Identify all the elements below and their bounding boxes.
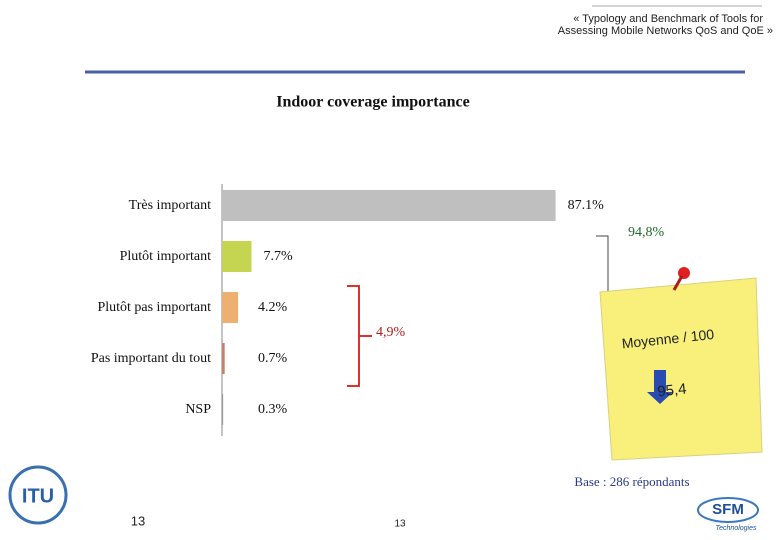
category-label: Plutôt important bbox=[120, 249, 212, 264]
bracket bbox=[347, 285, 372, 387]
sfm-logo-sub: Technologies bbox=[716, 525, 757, 532]
bracket bbox=[596, 235, 609, 292]
annotation: 94,8% bbox=[628, 225, 665, 240]
header-line: « Typology and Benchmark of Tools for bbox=[573, 13, 763, 25]
pin bbox=[672, 275, 684, 291]
bar bbox=[222, 394, 224, 425]
sfm-logo bbox=[697, 497, 759, 523]
header-line: Assessing Mobile Networks QoS and QoE » bbox=[558, 25, 773, 37]
bar bbox=[222, 292, 239, 323]
value-label: 7.7% bbox=[263, 249, 293, 264]
itu-logo bbox=[8, 465, 68, 525]
arrow bbox=[647, 370, 673, 404]
itu-logo-text: ITU bbox=[22, 485, 54, 507]
value-label: 0.7% bbox=[258, 351, 288, 366]
value-label: 0.3% bbox=[258, 402, 288, 417]
category-label: Pas important du tout bbox=[91, 351, 211, 366]
category-label: Très important bbox=[129, 198, 211, 213]
value-label: 4.2% bbox=[258, 300, 288, 315]
category-label: Plutôt pas important bbox=[97, 300, 211, 315]
chart-title: Indoor coverage importance bbox=[276, 94, 469, 111]
sfm-logo-text: SFM bbox=[712, 501, 744, 518]
base-note: Base : 286 répondants bbox=[574, 474, 689, 489]
category-label: NSP bbox=[185, 402, 211, 417]
page-number: 13 bbox=[131, 513, 145, 528]
note-value: 95,4 bbox=[657, 380, 688, 400]
annotation: 4,9% bbox=[376, 325, 406, 340]
page-number: 13 bbox=[394, 519, 406, 530]
bar bbox=[222, 241, 252, 272]
sticky-note bbox=[599, 277, 763, 461]
value-label: 87.1% bbox=[568, 198, 605, 213]
bar bbox=[222, 343, 225, 374]
bar bbox=[222, 190, 556, 221]
